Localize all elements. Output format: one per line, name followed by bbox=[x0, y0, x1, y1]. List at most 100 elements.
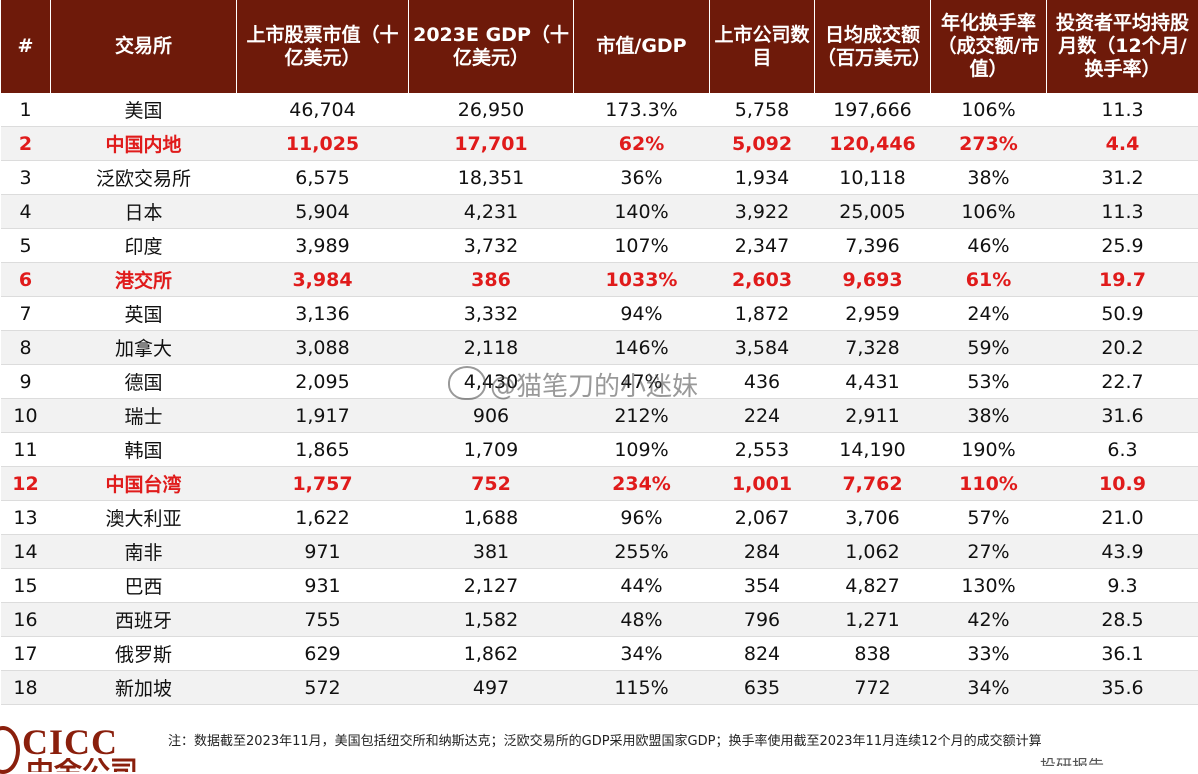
header-cap-gdp: 市值/GDP bbox=[574, 0, 710, 93]
cap-gdp-cell: 96% bbox=[574, 501, 710, 535]
holding-months-cell: 43.9 bbox=[1047, 535, 1198, 569]
holding-months-cell: 9.3 bbox=[1047, 569, 1198, 603]
exchange-cell: 中国台湾 bbox=[51, 467, 237, 501]
turnover-rate-cell: 190% bbox=[931, 433, 1047, 467]
holding-months-cell: 21.0 bbox=[1047, 501, 1198, 535]
cicc-logo-subtitle: 中金公司 bbox=[26, 758, 138, 772]
rank-cell: 11 bbox=[1, 433, 51, 467]
market-cap-cell: 11,025 bbox=[237, 127, 409, 161]
exchange-cell: 韩国 bbox=[51, 433, 237, 467]
market-cap-cell: 931 bbox=[237, 569, 409, 603]
rank-cell: 8 bbox=[1, 331, 51, 365]
turnover-rate-cell: 59% bbox=[931, 331, 1047, 365]
gdp-cell: 2,118 bbox=[409, 331, 574, 365]
holding-months-cell: 31.6 bbox=[1047, 399, 1198, 433]
rank-cell: 17 bbox=[1, 637, 51, 671]
exchange-cell: 南非 bbox=[51, 535, 237, 569]
turnover-rate-cell: 130% bbox=[931, 569, 1047, 603]
companies-cell: 5,758 bbox=[710, 93, 815, 127]
gdp-cell: 4,231 bbox=[409, 195, 574, 229]
daily-turnover-cell: 7,396 bbox=[815, 229, 931, 263]
turnover-rate-cell: 106% bbox=[931, 195, 1047, 229]
cicc-logo: CICC bbox=[22, 724, 118, 760]
gdp-cell: 1,862 bbox=[409, 637, 574, 671]
turnover-rate-cell: 42% bbox=[931, 603, 1047, 637]
companies-cell: 436 bbox=[710, 365, 815, 399]
daily-turnover-cell: 4,431 bbox=[815, 365, 931, 399]
market-cap-cell: 3,136 bbox=[237, 297, 409, 331]
exchange-cell: 俄罗斯 bbox=[51, 637, 237, 671]
companies-cell: 824 bbox=[710, 637, 815, 671]
cap-gdp-cell: 44% bbox=[574, 569, 710, 603]
header-rank: # bbox=[1, 0, 51, 93]
daily-turnover-cell: 25,005 bbox=[815, 195, 931, 229]
rank-cell: 7 bbox=[1, 297, 51, 331]
market-cap-cell: 3,984 bbox=[237, 263, 409, 297]
cap-gdp-cell: 107% bbox=[574, 229, 710, 263]
rank-cell: 10 bbox=[1, 399, 51, 433]
companies-cell: 3,584 bbox=[710, 331, 815, 365]
companies-cell: 1,934 bbox=[710, 161, 815, 195]
market-cap-cell: 971 bbox=[237, 535, 409, 569]
footer: CICC 中金公司 注：数据截至2023年11月，美国包括纽交所和纳斯达克；泛欧… bbox=[0, 722, 1198, 766]
holding-months-cell: 36.1 bbox=[1047, 637, 1198, 671]
header-daily-turnover: 日均成交额（百万美元） bbox=[815, 0, 931, 93]
holding-months-cell: 6.3 bbox=[1047, 433, 1198, 467]
exchange-comparison-table: # 交易所 上市股票市值（十亿美元） 2023E GDP（十亿美元） 市值/GD… bbox=[0, 0, 1198, 705]
header-gdp: 2023E GDP（十亿美元） bbox=[409, 0, 574, 93]
gdp-cell: 3,332 bbox=[409, 297, 574, 331]
gdp-cell: 26,950 bbox=[409, 93, 574, 127]
rank-cell: 1 bbox=[1, 93, 51, 127]
header-companies: 上市公司数目 bbox=[710, 0, 815, 93]
cap-gdp-cell: 109% bbox=[574, 433, 710, 467]
holding-months-cell: 28.5 bbox=[1047, 603, 1198, 637]
cap-gdp-cell: 146% bbox=[574, 331, 710, 365]
companies-cell: 2,603 bbox=[710, 263, 815, 297]
exchange-cell: 巴西 bbox=[51, 569, 237, 603]
exchange-cell: 英国 bbox=[51, 297, 237, 331]
exchange-cell: 西班牙 bbox=[51, 603, 237, 637]
daily-turnover-cell: 4,827 bbox=[815, 569, 931, 603]
daily-turnover-cell: 7,762 bbox=[815, 467, 931, 501]
exchange-cell: 印度 bbox=[51, 229, 237, 263]
holding-months-cell: 19.7 bbox=[1047, 263, 1198, 297]
exchange-cell: 瑞士 bbox=[51, 399, 237, 433]
daily-turnover-cell: 1,062 bbox=[815, 535, 931, 569]
header-market-cap: 上市股票市值（十亿美元） bbox=[237, 0, 409, 93]
gdp-cell: 381 bbox=[409, 535, 574, 569]
cap-gdp-cell: 234% bbox=[574, 467, 710, 501]
rank-cell: 13 bbox=[1, 501, 51, 535]
cap-gdp-cell: 94% bbox=[574, 297, 710, 331]
companies-cell: 5,092 bbox=[710, 127, 815, 161]
daily-turnover-cell: 7,328 bbox=[815, 331, 931, 365]
exchange-cell: 美国 bbox=[51, 93, 237, 127]
rank-cell: 2 bbox=[1, 127, 51, 161]
daily-turnover-cell: 1,271 bbox=[815, 603, 931, 637]
turnover-rate-cell: 53% bbox=[931, 365, 1047, 399]
exchange-cell: 澳大利亚 bbox=[51, 501, 237, 535]
holding-months-cell: 31.2 bbox=[1047, 161, 1198, 195]
exchange-cell: 中国内地 bbox=[51, 127, 237, 161]
header-turnover-rate: 年化换手率（成交额/市值） bbox=[931, 0, 1047, 93]
cap-gdp-cell: 173.3% bbox=[574, 93, 710, 127]
header-holding-months: 投资者平均持股月数（12个月/换手率） bbox=[1047, 0, 1198, 93]
market-cap-cell: 1,917 bbox=[237, 399, 409, 433]
market-cap-cell: 755 bbox=[237, 603, 409, 637]
corner-label: 投研报告 bbox=[1040, 758, 1104, 766]
gdp-cell: 2,127 bbox=[409, 569, 574, 603]
gdp-cell: 17,701 bbox=[409, 127, 574, 161]
market-cap-cell: 6,575 bbox=[237, 161, 409, 195]
companies-cell: 224 bbox=[710, 399, 815, 433]
daily-turnover-cell: 2,959 bbox=[815, 297, 931, 331]
exchange-cell: 新加坡 bbox=[51, 671, 237, 705]
